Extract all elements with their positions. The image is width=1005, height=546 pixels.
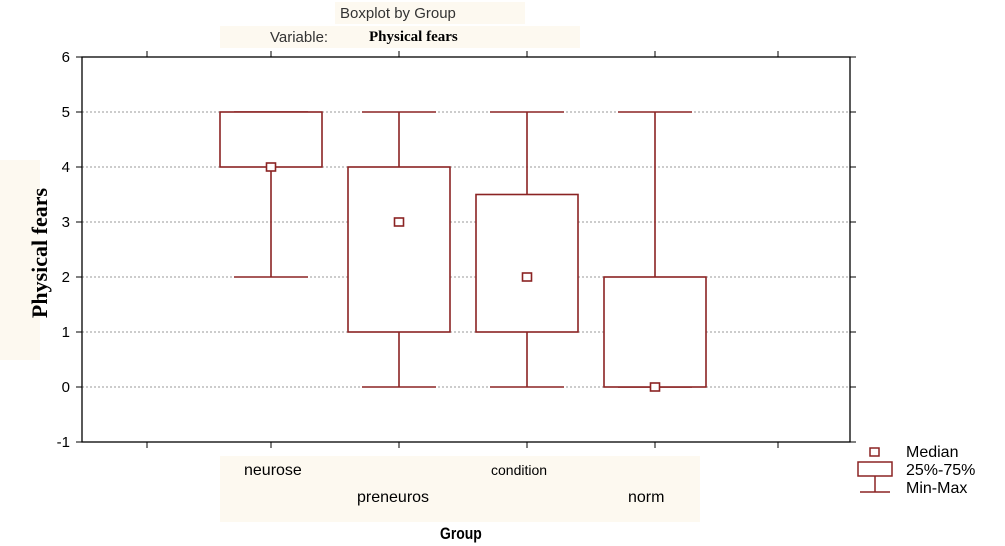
y-tick-label: -1 [57, 434, 70, 451]
box-condition [475, 193, 579, 333]
variable-name: Physical fears [369, 29, 458, 45]
category-label-norm: norm [628, 489, 665, 506]
median-marker-neurose [265, 162, 277, 172]
y-tick-label: 4 [62, 159, 70, 176]
legend-label-median: Median [906, 444, 959, 461]
category-label-condition: condition [491, 462, 548, 478]
box-neurose [219, 111, 323, 168]
title-background [335, 2, 525, 24]
category-label-neurose: neurose [244, 462, 302, 479]
plot-frame [81, 56, 851, 443]
ylabel-background [0, 160, 40, 360]
category-label-preneuros: preneuros [357, 489, 430, 506]
box-norm [603, 276, 707, 388]
y-tick-label: 2 [62, 269, 70, 286]
median-marker-norm [649, 382, 661, 392]
chart-title: Boxplot by Group [340, 5, 456, 22]
y-tick-label: 0 [62, 379, 70, 396]
x-axis-label: Group [440, 524, 482, 543]
y-tick-label: 6 [62, 49, 70, 66]
variable-background [220, 26, 580, 48]
legend-label-box: 25%-75% [906, 462, 976, 479]
legend-median-square-icon [869, 447, 880, 457]
y-tick-label: 3 [62, 214, 70, 231]
median-marker-condition [521, 272, 533, 282]
category-labels-background [220, 456, 700, 522]
median-marker-preneuros [393, 217, 405, 227]
y-tick-label: 5 [62, 104, 70, 121]
legend-label-minmax: Min-Max [906, 480, 968, 497]
box-preneuros [347, 166, 451, 333]
variable-prefix: Variable: [270, 29, 329, 46]
y-tick-label: 1 [62, 324, 70, 341]
legend-box-icon [857, 461, 893, 477]
